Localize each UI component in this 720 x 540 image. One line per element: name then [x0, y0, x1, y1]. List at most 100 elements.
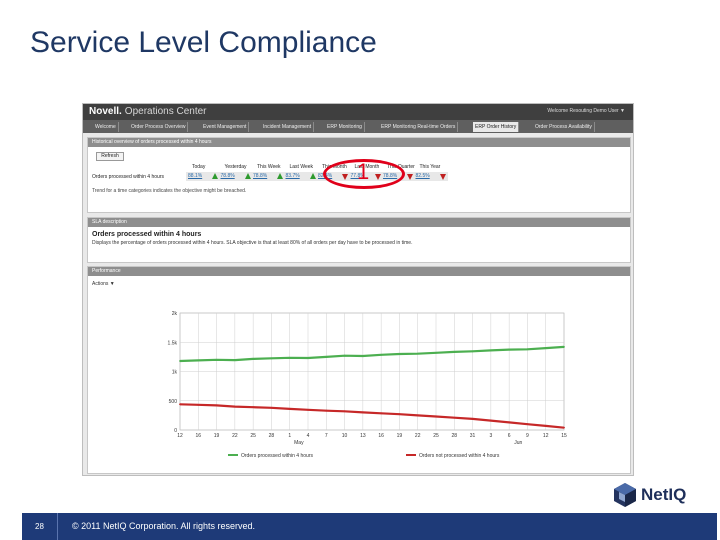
tab-order-process-availability[interactable]: Order Process Availability — [533, 122, 595, 132]
arrow-up-icon — [244, 173, 251, 179]
data-point — [252, 358, 255, 360]
x-tick-label: 22 — [415, 433, 421, 439]
sla-description-panel: SLA description Orders processed within … — [87, 217, 631, 263]
y-tick-label: 0 — [174, 428, 177, 434]
data-point — [435, 415, 437, 418]
data-point — [489, 349, 492, 352]
x-tick-label: 12 — [543, 433, 549, 439]
data-point — [233, 359, 236, 361]
data-point — [453, 416, 456, 419]
data-point — [233, 405, 236, 408]
value-cell[interactable]: 88.1% — [186, 172, 220, 181]
tab-erp-monitoring[interactable]: ERP Monitoring — [325, 122, 365, 132]
data-point — [526, 423, 529, 426]
tab-order-process-overview[interactable]: Order Process Overview — [129, 122, 189, 132]
app-header: Novell. Operations Center Welcome Resouti… — [83, 104, 633, 120]
netiq-cube-icon — [614, 483, 636, 507]
sla-text: Displays the percentage of orders proces… — [92, 240, 413, 246]
value-cell[interactable]: 78.8% — [251, 172, 285, 181]
panel-header: Performance — [88, 267, 630, 276]
x-tick-label: 19 — [214, 433, 220, 439]
panel-header: Historical overview of orders processed … — [88, 138, 630, 147]
refresh-button[interactable]: Refresh — [96, 152, 124, 161]
data-point — [197, 359, 200, 362]
tab-incident-management[interactable]: Incident Management — [261, 122, 315, 132]
value-text: 83.7% — [285, 173, 300, 179]
sla-title: Orders processed within 4 hours — [92, 231, 202, 238]
brand-subtitle: Operations Center — [124, 106, 207, 117]
data-point — [361, 411, 364, 414]
performance-panel: Performance Actions ▼ 0 500 1k 1.5k 2k 12 16 19… — [87, 266, 631, 474]
x-tick-label: 25 — [250, 433, 256, 439]
value-cell[interactable]: 78.8% — [218, 172, 253, 181]
slide-title: Service Level Compliance — [30, 26, 377, 59]
data-point — [471, 417, 474, 420]
tab-bar: Welcome Order Process Overview Event Manag… — [83, 120, 633, 133]
data-point — [270, 406, 273, 409]
actions-menu[interactable]: Actions ▼ — [92, 281, 115, 287]
x-tick-label: 12 — [177, 433, 183, 439]
brand: Novell. Operations Center — [89, 106, 207, 117]
arrow-up-icon — [277, 173, 283, 179]
data-point — [563, 426, 565, 429]
data-point — [398, 353, 401, 355]
x-tick-label: 15 — [561, 433, 567, 439]
logo-text: NetIQ — [641, 485, 687, 504]
data-point — [215, 404, 218, 407]
data-point — [380, 412, 383, 415]
value-cell[interactable]: 83.7% — [283, 172, 318, 181]
data-point — [270, 357, 273, 360]
column-header: Yesterday — [224, 164, 247, 170]
data-point — [416, 414, 419, 417]
data-point — [307, 408, 309, 411]
x-tick-label: 16 — [378, 433, 384, 439]
data-point — [215, 358, 218, 361]
netiq-logo: NetIQ — [612, 482, 702, 508]
metric-label: Orders processed within 4 hours — [92, 174, 164, 180]
arrow-up-icon — [309, 173, 316, 179]
y-tick-label: 500 — [169, 399, 178, 405]
x-tick-label: 28 — [269, 433, 275, 439]
data-point — [416, 352, 419, 355]
arrow-down-icon — [407, 174, 413, 180]
y-tick-label: 1.5k — [168, 340, 178, 346]
x-tick-label: 1 — [288, 433, 291, 439]
data-point — [435, 351, 437, 354]
column-header: This Year — [419, 164, 441, 170]
tab-welcome[interactable]: Welcome — [93, 122, 119, 132]
data-point — [325, 409, 328, 412]
brand-name: Novell. — [89, 106, 122, 117]
y-tick-label: 1k — [172, 370, 178, 376]
data-point — [508, 348, 511, 351]
x-tick-label: 13 — [360, 433, 366, 439]
month-label: Jun — [514, 440, 522, 446]
data-point — [380, 353, 383, 356]
x-tick-label: 7 — [325, 433, 328, 439]
value-cell[interactable]: 82.5% — [413, 172, 448, 181]
data-point — [343, 354, 346, 357]
x-tick-label: 3 — [489, 433, 492, 439]
data-point — [325, 355, 328, 358]
tab-erp-order-history[interactable]: ERP Order History — [473, 122, 520, 132]
tab-event-management[interactable]: Event Management — [201, 122, 250, 132]
data-point — [179, 403, 181, 406]
data-point — [179, 360, 181, 362]
data-point — [343, 410, 346, 413]
month-label: May — [294, 440, 304, 446]
x-tick-label: 16 — [196, 433, 202, 439]
historical-overview-panel: Historical overview of orders processed … — [87, 137, 631, 213]
page-number: 28 — [22, 513, 58, 540]
welcome-user-menu[interactable]: Welcome Resouting Demo User ▼ — [547, 108, 625, 114]
x-tick-label: 19 — [397, 433, 403, 439]
data-point — [288, 408, 291, 410]
data-point — [544, 425, 547, 427]
x-tick-label: 6 — [508, 433, 511, 439]
legend-label: Orders processed within 4 hours — [241, 453, 313, 459]
value-text: 82.5% — [415, 173, 430, 179]
x-tick-label: 25 — [433, 433, 439, 439]
x-tick-label: 10 — [342, 433, 348, 439]
legend-label: Orders not processed within 4 hours — [419, 453, 500, 459]
value-text: 88.1% — [188, 173, 203, 179]
data-point — [288, 356, 291, 359]
tab-erp-monitoring-real-time-orders[interactable]: ERP Monitoring Real-time Orders — [379, 122, 459, 132]
